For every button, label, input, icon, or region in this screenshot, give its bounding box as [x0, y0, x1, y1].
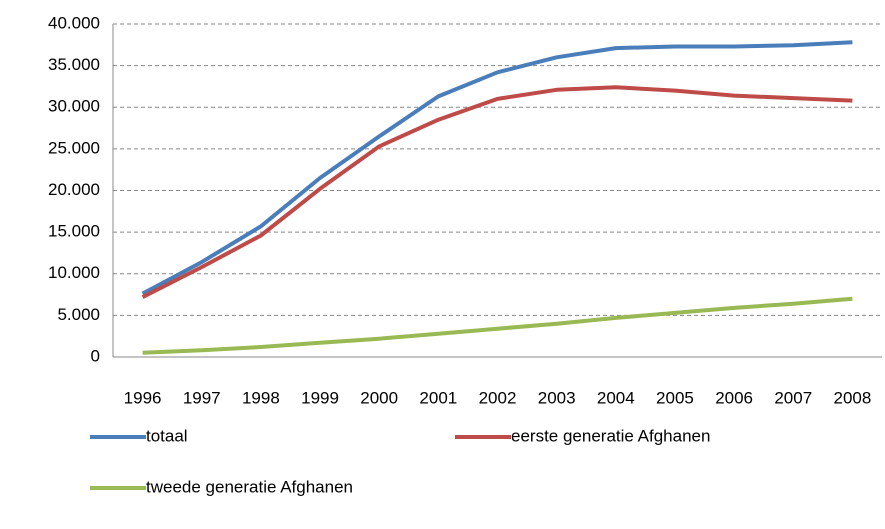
- x-tick-label: 1999: [301, 388, 339, 407]
- x-tick-label: 1998: [242, 388, 280, 407]
- y-tick-label: 30.000: [48, 97, 100, 116]
- x-tick-label: 2008: [834, 388, 872, 407]
- x-tick-label: 2006: [715, 388, 753, 407]
- y-tick-label: 10.000: [48, 263, 100, 282]
- legend-label: eerste generatie Afghanen: [511, 426, 710, 445]
- x-tick-label: 2007: [774, 388, 812, 407]
- y-tick-label: 35.000: [48, 55, 100, 74]
- x-tick-label: 2000: [360, 388, 398, 407]
- y-tick-label: 25.000: [48, 138, 100, 157]
- legend-label: tweede generatie Afghanen: [146, 477, 353, 496]
- x-tick-label: 2005: [656, 388, 694, 407]
- series-line: [141, 85, 853, 299]
- y-tick-label: 20.000: [48, 180, 100, 199]
- x-tick-label: 2004: [597, 388, 635, 407]
- x-tick-label: 2001: [419, 388, 457, 407]
- y-tick-label: 0: [91, 346, 100, 365]
- x-tick-label: 1996: [124, 388, 162, 407]
- legend-label: totaal: [146, 426, 188, 445]
- x-tick-label: 1997: [183, 388, 221, 407]
- y-tick-label: 15.000: [48, 222, 100, 241]
- series-line: [141, 40, 853, 296]
- series-line: [142, 296, 853, 355]
- y-tick-label: 5.000: [57, 305, 100, 324]
- x-tick-label: 2003: [538, 388, 576, 407]
- x-tick-label: 2002: [479, 388, 517, 407]
- y-tick-label: 40.000: [48, 13, 100, 32]
